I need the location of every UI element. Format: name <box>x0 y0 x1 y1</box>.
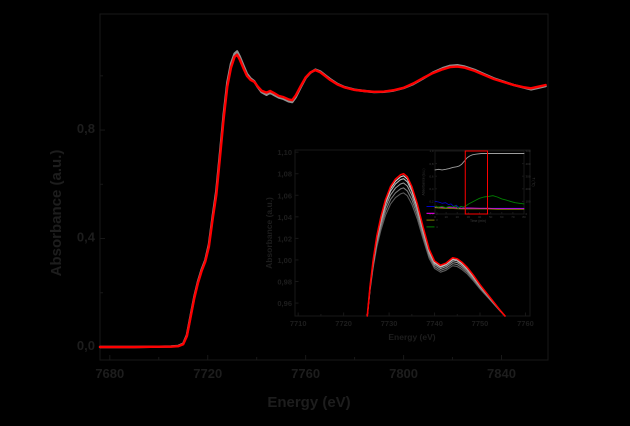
inset-y-tick-label: 1,10 <box>277 148 292 157</box>
inset-y-tick-label: 1,02 <box>277 234 292 243</box>
mini-series-component-olive <box>434 207 525 210</box>
main-y-tick-label: 0,8 <box>77 121 95 136</box>
inset-axes-frame <box>294 149 531 317</box>
mini-x-tick-label: 80 <box>522 215 526 219</box>
inset-y-tick-label: 1,06 <box>277 191 292 200</box>
inset-x-tick-label: 7740 <box>426 319 443 328</box>
mini-y-tick-label: 1,0 <box>429 149 434 153</box>
mini-y2-tick-label: 400 <box>526 162 531 166</box>
inset-series-whiteline-t4 <box>366 178 506 317</box>
inset-series-whiteline-t1 <box>366 192 506 317</box>
mini-x-tick-label: 40 <box>478 215 482 219</box>
inset-x-axis-label: Energy (eV) <box>388 332 435 342</box>
main-x-tick-label: 7720 <box>193 366 222 381</box>
mini-x-tick-label: 30 <box>467 215 471 219</box>
mini-y-axis-label: Absorbance (a.u.) <box>422 169 426 196</box>
mini-x-tick-label: 10 <box>444 215 448 219</box>
mini-series-component-blue <box>434 200 525 209</box>
inset-y-axis-label: Absorbance (a.u.) <box>264 197 274 269</box>
main-x-tick-label: 7680 <box>95 366 124 381</box>
main-y-tick-label: 0,4 <box>77 230 96 245</box>
mini-legend-label: 1 <box>436 205 438 209</box>
mini-y-tick-label: 0,6 <box>429 174 434 178</box>
mini-series-component-green <box>434 195 525 209</box>
inset-y-tick-label: 1,08 <box>277 170 292 179</box>
main-x-axis-label: Energy (eV) <box>267 394 350 411</box>
mini-highlight-rect <box>464 150 489 215</box>
mini-legend-label: 3 <box>436 218 438 222</box>
inset-x-tick-label: 7760 <box>517 319 534 328</box>
mini-y-tick-label: 0,4 <box>429 187 434 191</box>
mini-y2-axis-label: T (°C) <box>532 177 536 186</box>
inset-whiteline-chart: 7710 7720 7730 7740 7750 77601,101,081,061,04… <box>277 148 533 328</box>
main-x-tick-label: 7800 <box>389 366 418 381</box>
main-chart: 7680 7720 7760 7800 7840 0,0 0,4 0,8 <box>77 13 549 381</box>
mini-legend-label: 2 <box>436 211 438 215</box>
inset-x-tick-label: 7750 <box>472 319 489 328</box>
mini-x-tick-label: 20 <box>456 215 460 219</box>
main-x-tick-label: 7760 <box>291 366 320 381</box>
mini-y2-tick-label: 100 <box>526 200 531 204</box>
mini-y-tick-label: 0,8 <box>429 162 434 166</box>
mini-series-component-magenta <box>434 206 525 210</box>
inset-y-tick-label: 1,00 <box>277 256 292 265</box>
main-axes-frame <box>99 13 549 361</box>
mini-y-tick-label: 0,2 <box>429 200 434 204</box>
main-x-tick-label: 7840 <box>487 366 516 381</box>
mini-y2-tick-label: 200 <box>526 187 531 191</box>
mini-x-axis-label: Time (min) <box>470 219 486 223</box>
inset-y-tick-label: 0,98 <box>277 278 292 287</box>
mini-y2-tick-label: 300 <box>526 174 531 178</box>
inset-series-whiteline-red <box>366 172 506 317</box>
main-series-spectrum-red <box>98 53 547 349</box>
mini-x-tick-label: 60 <box>500 215 504 219</box>
inset-y-tick-label: 1,04 <box>277 213 292 222</box>
main-y-tick-label: 0,0 <box>77 338 95 353</box>
mini-y-tick-label: 0,0 <box>429 212 434 216</box>
inset-series-whiteline-t3 <box>366 182 506 317</box>
inset-x-tick-label: 7720 <box>335 319 352 328</box>
main-y-axis-label: Absorbance (a.u.) <box>48 150 65 277</box>
inset-x-tick-label: 7710 <box>290 319 307 328</box>
mini-legend-label: 4 <box>436 225 438 229</box>
mini-x-tick-label: 0 <box>434 215 436 219</box>
inset-y-tick-label: 0,96 <box>277 299 292 308</box>
mini-x-tick-label: 50 <box>489 215 493 219</box>
mini-kinetics-chart: 0 10 20 30 40 50 60 70 801,00,80,60,40,20,050040… <box>426 149 531 229</box>
inset-series-whiteline-t2 <box>366 187 506 317</box>
mini-series-edge-jump-gray <box>434 153 525 171</box>
inset-x-tick-label: 7730 <box>381 319 398 328</box>
mini-y2-tick-label: 0 <box>526 212 528 216</box>
mini-y2-tick-label: 500 <box>526 149 531 153</box>
main-series-spectrum-gray <box>98 50 547 349</box>
mini-x-tick-label: 70 <box>511 215 515 219</box>
